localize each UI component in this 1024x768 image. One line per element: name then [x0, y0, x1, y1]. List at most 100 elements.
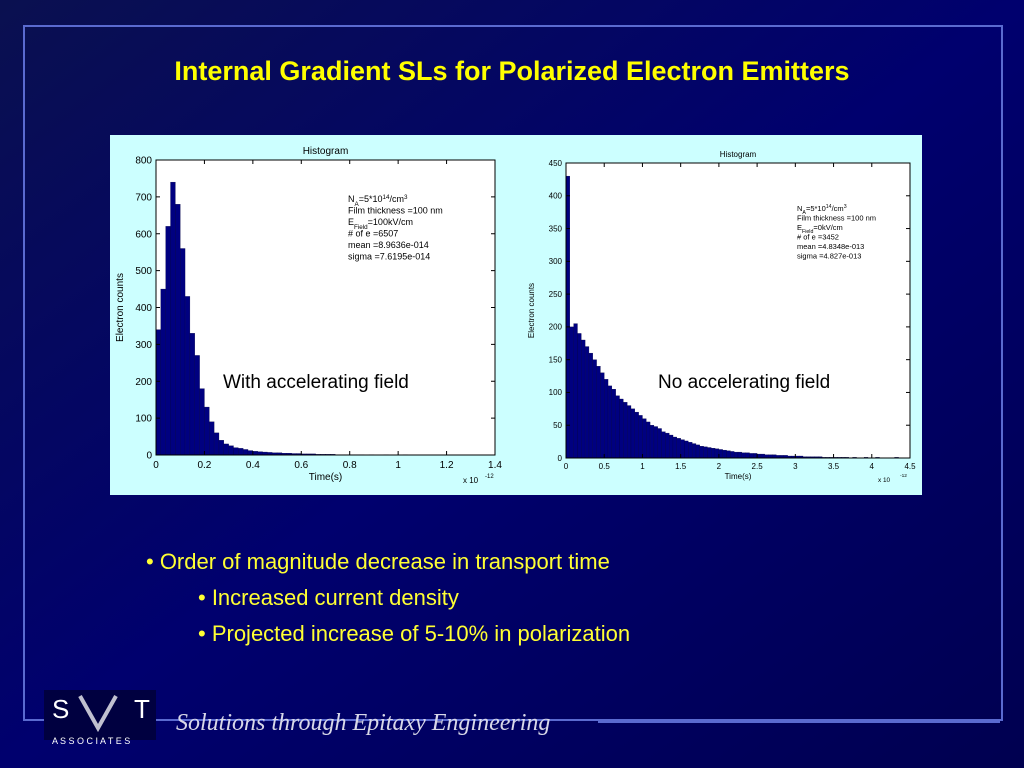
annotation-part: A: [802, 210, 806, 216]
bar: [194, 355, 200, 456]
bar: [600, 372, 605, 459]
bar: [730, 451, 735, 459]
bar: [607, 385, 613, 459]
y-tick-label: 800: [135, 156, 152, 167]
bar: [604, 379, 609, 459]
annotation: EField=0kV/cm: [797, 223, 843, 235]
y-tick-label: 400: [135, 303, 152, 314]
y-tick-label: 100: [135, 414, 152, 425]
plot-frame: [565, 162, 911, 459]
bar: [741, 452, 746, 459]
bar: [737, 451, 742, 459]
annotation-part: 3: [844, 204, 847, 210]
logo-letter: S: [52, 694, 69, 724]
annotation-part: N: [348, 194, 355, 204]
bar: [160, 288, 166, 456]
x-multiplier: x 10: [463, 476, 479, 485]
annotation-part: 14: [382, 194, 390, 201]
annotation: Film thickness =100 nm: [797, 214, 876, 223]
y-tick-label: 200: [549, 323, 563, 332]
x-tick-label: 0: [564, 462, 569, 471]
bar: [581, 339, 586, 459]
bar: [170, 181, 176, 456]
logo-letter: T: [134, 694, 150, 724]
bar: [680, 439, 685, 459]
annotation-part: E: [797, 223, 802, 232]
x-tick-label: 1: [640, 462, 645, 471]
x-tick-label: 0: [153, 460, 159, 471]
y-tick-label: 450: [549, 159, 563, 168]
y-tick-label: 100: [549, 388, 563, 397]
bar: [247, 450, 254, 456]
x-tick-label: 2.5: [752, 462, 764, 471]
bar: [760, 453, 765, 459]
annotation-part: E: [348, 217, 354, 227]
bar: [638, 415, 643, 459]
tagline: Solutions through Epitaxy Engineering: [176, 710, 550, 736]
chart: 0 100 200 300 400 500 600 700 800 0 0.2 0.4 0.6 0.8 1 1…: [115, 146, 502, 485]
bar: [691, 443, 697, 459]
bar: [213, 432, 220, 456]
annotation-part: sigma =7.6195e-014: [348, 252, 430, 262]
bar: [596, 366, 601, 459]
bar: [588, 352, 593, 459]
overlay-label: No accelerating field: [658, 372, 830, 393]
x-tick-label: 1.5: [675, 462, 687, 471]
plot-area: [156, 160, 495, 455]
y-axis-label: Electron counts: [527, 283, 536, 338]
frame: [23, 25, 1003, 721]
bar: [722, 449, 727, 459]
overlay-label: With accelerating field: [223, 372, 409, 393]
x-axis-label: Time(s): [725, 472, 752, 481]
annotation-part: =5*10: [359, 194, 383, 204]
x-tick-label: 1: [395, 460, 401, 471]
bar: [646, 421, 651, 459]
annotation-part: mean =8.9636e-014: [348, 240, 429, 250]
bar: [753, 453, 758, 459]
bar: [584, 346, 590, 459]
y-tick-label: 350: [549, 224, 563, 233]
bar: [238, 448, 244, 456]
y-tick-label: 600: [135, 229, 152, 240]
bullet: • Projected increase of 5-10% in polariz…: [198, 621, 630, 646]
annotation-part: /cm: [390, 194, 405, 204]
x-tick-label: 0.2: [197, 460, 211, 471]
bar: [233, 447, 239, 456]
bar: [688, 442, 693, 459]
bar: [611, 389, 616, 459]
bar: [695, 444, 700, 459]
bar: [573, 323, 578, 459]
bar: [684, 440, 689, 459]
chart-title: Histogram: [720, 150, 757, 159]
y-tick-label: 300: [549, 257, 563, 266]
y-tick-label: 300: [135, 340, 152, 351]
annotation: sigma =7.6195e-014: [348, 252, 430, 262]
x-tick-label: 0.8: [343, 460, 357, 471]
bar: [180, 248, 186, 456]
y-tick-label: 50: [553, 421, 562, 430]
annotation: sigma =4.827e-013: [797, 252, 861, 261]
annotation-part: sigma =4.827e-013: [797, 252, 861, 261]
bar: [199, 388, 205, 456]
bar: [630, 408, 635, 459]
x-tick-label: 3.5: [828, 462, 840, 471]
x-tick-label: 0.4: [246, 460, 260, 471]
bar: [726, 450, 731, 459]
bar: [218, 440, 224, 456]
annotation: NA=5*1014/cm3: [797, 204, 847, 216]
bar: [734, 451, 739, 459]
x-tick-label: 4: [870, 462, 875, 471]
bar: [623, 402, 628, 459]
bar: [209, 421, 215, 456]
annotation-part: Film thickness =100 nm: [797, 214, 876, 223]
y-tick-label: 500: [135, 266, 152, 277]
bar: [228, 445, 234, 456]
bar: [649, 425, 655, 459]
bar: [665, 432, 670, 459]
y-tick-label: 150: [549, 355, 563, 364]
annotation-part: # of e =6507: [348, 229, 398, 239]
bar: [252, 451, 258, 456]
bar: [627, 405, 632, 459]
annotation-part: mean =4.8348e-013: [797, 242, 864, 251]
bar: [189, 333, 195, 456]
